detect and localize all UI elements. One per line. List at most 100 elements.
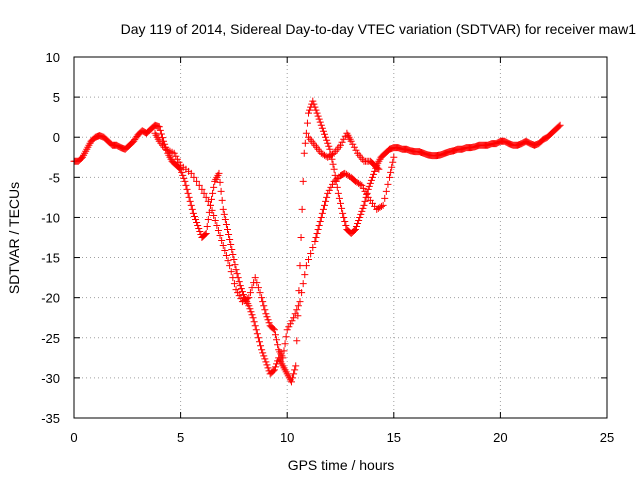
data-point — [216, 231, 224, 239]
data-point — [214, 226, 222, 234]
data-point — [358, 181, 366, 189]
data-point — [339, 209, 347, 217]
data-point — [194, 221, 202, 229]
data-point — [155, 123, 163, 131]
data-point — [178, 168, 186, 176]
data-point — [301, 271, 309, 279]
data-point — [319, 127, 327, 135]
data-point — [389, 158, 397, 166]
data-point — [219, 205, 227, 213]
data-point — [200, 189, 208, 197]
data-point — [293, 337, 301, 345]
data-point — [193, 218, 201, 226]
data-point — [224, 225, 232, 233]
data-point — [317, 213, 325, 221]
data-point — [218, 196, 226, 204]
data-point — [202, 229, 210, 237]
data-point — [185, 193, 193, 201]
data-point — [219, 242, 227, 250]
y-tick-label: -20 — [41, 291, 60, 306]
data-point — [250, 318, 258, 326]
data-point — [356, 213, 364, 221]
data-point — [305, 109, 313, 117]
data-point — [302, 262, 310, 270]
data-point — [262, 358, 270, 366]
data-point — [300, 149, 308, 157]
data-point — [231, 261, 239, 269]
data-point — [309, 97, 317, 105]
grid-lines — [74, 57, 607, 418]
data-point — [187, 169, 195, 177]
data-point — [253, 330, 261, 338]
data-point — [381, 194, 389, 202]
data-point — [186, 197, 194, 205]
data-point — [210, 183, 218, 191]
plot-frame — [73, 56, 608, 419]
data-point — [254, 334, 262, 342]
data-point — [365, 182, 373, 190]
data-point — [296, 298, 304, 306]
data-point — [247, 308, 255, 316]
data-point — [325, 186, 333, 194]
data-point — [271, 331, 279, 339]
data-point — [367, 176, 375, 184]
y-tick-label: -10 — [41, 210, 60, 225]
data-point — [333, 183, 341, 191]
data-point — [173, 155, 181, 163]
data-point — [361, 187, 369, 195]
data-point — [246, 305, 254, 313]
data-point — [327, 183, 335, 191]
data-point — [318, 124, 326, 132]
data-point — [248, 284, 256, 292]
data-point — [313, 229, 321, 237]
data-point — [283, 326, 291, 334]
data-point — [315, 115, 323, 123]
data-point — [209, 189, 217, 197]
data-point — [263, 361, 271, 369]
data-point — [187, 201, 195, 209]
data-point — [356, 180, 364, 188]
data-point — [203, 222, 211, 230]
y-tick-label: -35 — [41, 411, 60, 426]
data-point — [312, 234, 320, 241]
data-point — [221, 215, 229, 223]
data-point — [175, 158, 183, 166]
data-point — [302, 129, 310, 137]
data-point — [363, 190, 371, 198]
data-point — [189, 209, 197, 217]
data-point — [322, 197, 330, 205]
data-point — [321, 130, 329, 138]
data-point — [181, 177, 189, 185]
x-tick-label: 15 — [387, 430, 401, 445]
data-point — [329, 150, 337, 158]
y-tick-label: 10 — [46, 50, 60, 65]
tick-labels: 0 5 10 15 20 25 10 5 0 -5 -10 -15 -20 -25 -30 -35 — [41, 50, 614, 445]
data-point — [258, 346, 266, 354]
data-point — [324, 189, 332, 197]
data-point — [305, 256, 313, 264]
data-point — [299, 177, 307, 185]
data-point — [184, 189, 192, 197]
data-point — [296, 262, 304, 270]
data-point — [290, 314, 298, 322]
data-point — [350, 226, 358, 234]
y-tick-label: -30 — [41, 371, 60, 386]
data-point — [299, 280, 307, 288]
data-point — [233, 270, 241, 278]
data-point — [222, 252, 230, 260]
data-point — [301, 139, 309, 147]
data-point — [316, 118, 324, 126]
data-point — [313, 109, 321, 117]
data-point — [274, 341, 282, 349]
data-point — [263, 313, 271, 321]
data-point — [290, 370, 298, 378]
data-point — [230, 280, 238, 288]
data-point — [172, 152, 180, 160]
data-point — [326, 145, 334, 153]
data-point — [324, 139, 332, 147]
data-point — [213, 221, 221, 229]
data-points — [70, 97, 564, 386]
data-point — [190, 212, 198, 220]
data-point — [202, 193, 210, 201]
